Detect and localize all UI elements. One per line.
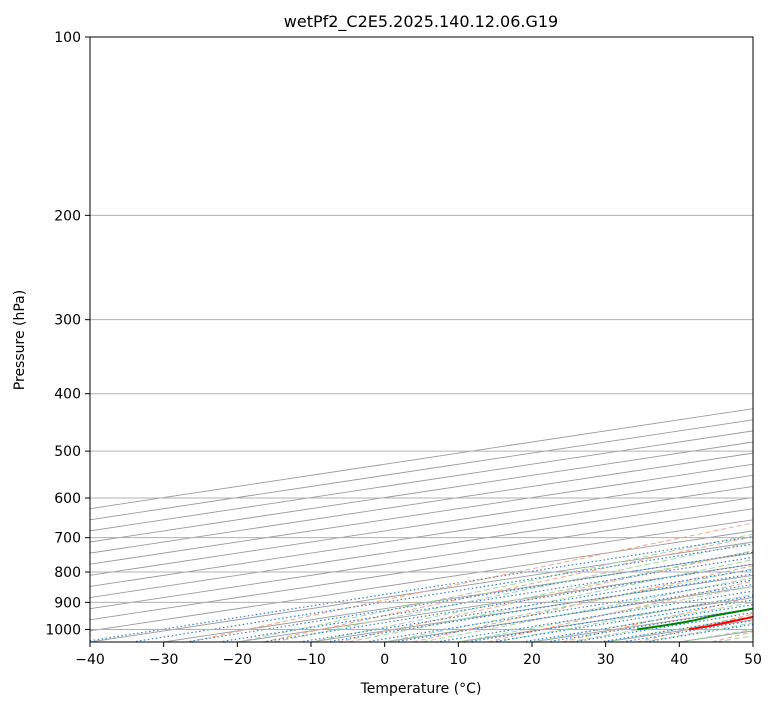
y-tick-label: 300 xyxy=(54,313,81,329)
y-tick-label: 700 xyxy=(54,531,81,547)
chart-title: wetPf2_C2E5.2025.140.12.06.G19 xyxy=(284,12,558,32)
y-tick-label: 800 xyxy=(54,565,81,581)
y-tick-label: 500 xyxy=(54,444,81,460)
background-lines xyxy=(90,408,753,642)
x-tick-label: −30 xyxy=(149,652,179,668)
dry-adiabat-line xyxy=(487,580,753,642)
mixing-ratio-line xyxy=(185,551,753,642)
mixing-ratio-line xyxy=(365,579,753,642)
mixing-ratio-line xyxy=(299,569,753,642)
x-axis: −40 −30 −20 −10 0 10 20 30 40 50 xyxy=(75,642,762,668)
x-tick-label: −10 xyxy=(296,652,326,668)
x-tick-label: 0 xyxy=(380,652,389,668)
mixing-ratio-line xyxy=(394,583,753,642)
mixing-ratio-line xyxy=(326,573,753,642)
x-tick-label: 40 xyxy=(670,652,688,668)
x-tick-label: 10 xyxy=(449,652,467,668)
dry-adiabat-line xyxy=(188,522,753,642)
moist-adiabat-line xyxy=(310,550,753,642)
y-tick-label: 400 xyxy=(54,387,81,403)
isotherm-line xyxy=(90,485,753,587)
y-tick-label: 100 xyxy=(54,30,81,46)
isotherm-line xyxy=(90,474,753,576)
moist-adiabat-line xyxy=(384,568,753,642)
isotherm-line xyxy=(90,463,753,565)
x-tick-label: 20 xyxy=(523,652,541,668)
isotherm-line xyxy=(90,508,753,610)
x-tick-label: −40 xyxy=(75,652,105,668)
x-axis-label: Temperature (°C) xyxy=(360,681,482,697)
isotherm-line xyxy=(90,497,753,599)
isotherm-line xyxy=(90,441,753,543)
isotherm-line xyxy=(90,519,753,621)
isotherm-line xyxy=(90,452,753,554)
y-tick-label: 900 xyxy=(54,595,81,611)
plot-frame xyxy=(89,36,754,643)
dry-adiabat-line xyxy=(338,550,753,642)
y-tick-label: 1000 xyxy=(45,622,81,638)
isotherm-line xyxy=(90,530,753,632)
y-axis: 100 200 300 400 500 600 700 800 900 1000 xyxy=(45,30,90,638)
pressure-grid xyxy=(90,37,753,630)
y-axis-label: Pressure (hPa) xyxy=(12,290,28,390)
moist-adiabat-line xyxy=(458,585,753,642)
y-tick-label: 200 xyxy=(54,208,81,224)
x-tick-label: −20 xyxy=(223,652,253,668)
x-tick-label: 50 xyxy=(744,652,762,668)
y-tick-label: 600 xyxy=(54,491,81,507)
x-tick-label: 30 xyxy=(597,652,615,668)
